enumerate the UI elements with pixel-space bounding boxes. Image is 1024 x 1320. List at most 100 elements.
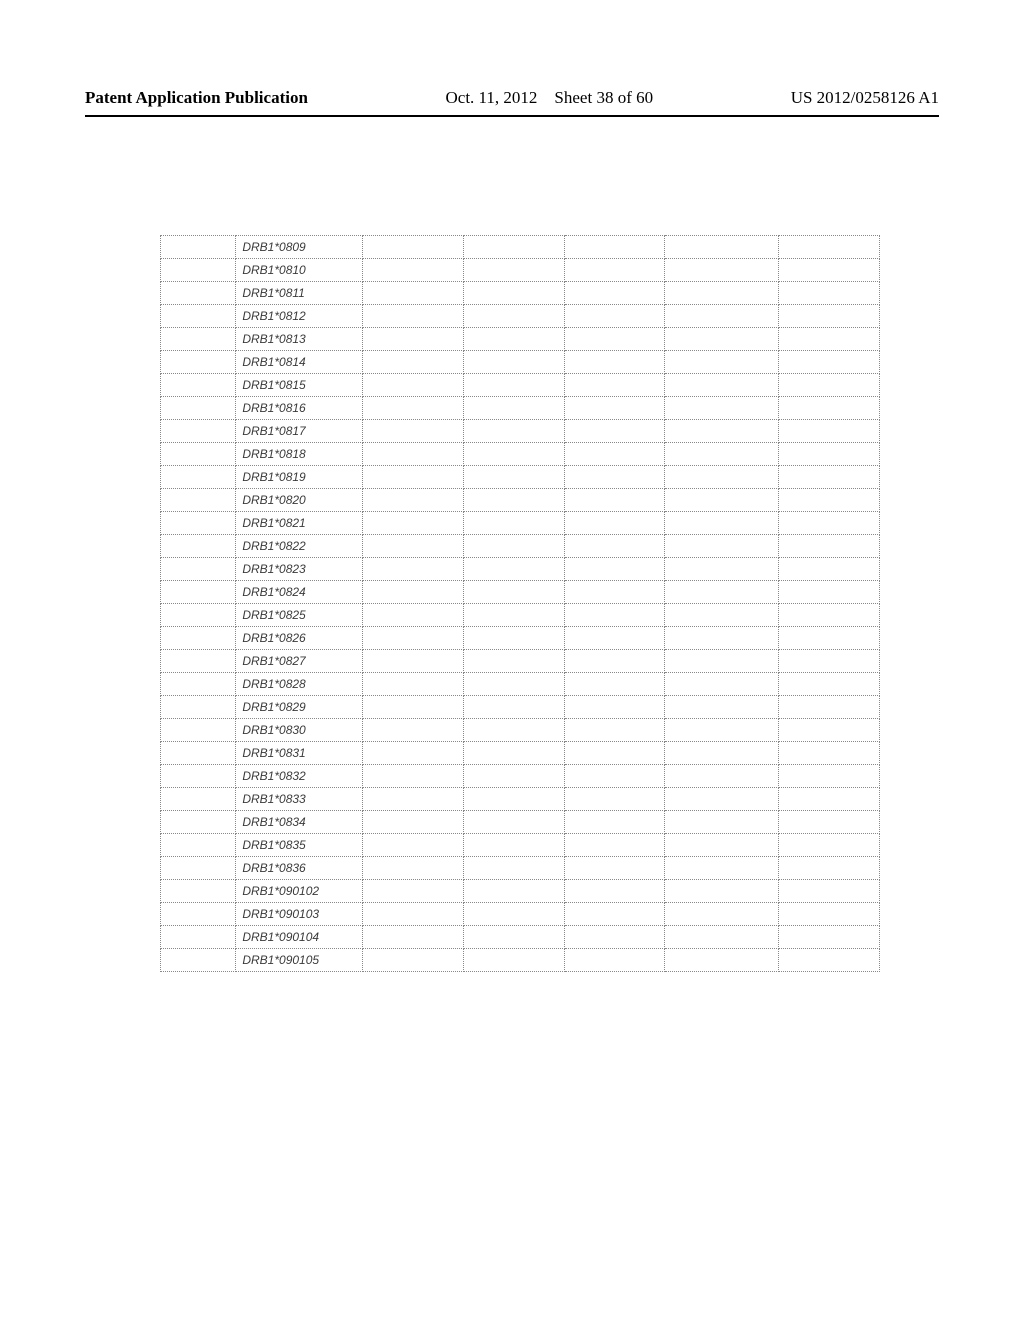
empty-cell (161, 420, 236, 443)
empty-cell (161, 811, 236, 834)
empty-cell (362, 374, 463, 397)
empty-cell (665, 305, 779, 328)
allele-cell: DRB1*0809 (236, 236, 362, 259)
allele-table: DRB1*0809DRB1*0810DRB1*0811DRB1*0812DRB1… (160, 235, 880, 972)
empty-cell (362, 811, 463, 834)
empty-cell (665, 650, 779, 673)
table-row: DRB1*0823 (161, 558, 880, 581)
empty-cell (779, 282, 880, 305)
table-row: DRB1*0824 (161, 581, 880, 604)
empty-cell (564, 466, 665, 489)
empty-cell (665, 834, 779, 857)
allele-cell: DRB1*0829 (236, 696, 362, 719)
table-row: DRB1*0831 (161, 742, 880, 765)
empty-cell (779, 236, 880, 259)
empty-cell (362, 696, 463, 719)
empty-cell (564, 696, 665, 719)
empty-cell (564, 604, 665, 627)
table-row: DRB1*0815 (161, 374, 880, 397)
empty-cell (161, 857, 236, 880)
table-row: DRB1*0825 (161, 604, 880, 627)
empty-cell (564, 788, 665, 811)
empty-cell (362, 719, 463, 742)
empty-cell (665, 765, 779, 788)
empty-cell (665, 673, 779, 696)
empty-cell (564, 305, 665, 328)
empty-cell (362, 466, 463, 489)
empty-cell (362, 627, 463, 650)
allele-table-wrap: DRB1*0809DRB1*0810DRB1*0811DRB1*0812DRB1… (160, 235, 880, 972)
table-row: DRB1*0830 (161, 719, 880, 742)
empty-cell (463, 420, 564, 443)
empty-cell (779, 374, 880, 397)
table-row: DRB1*0828 (161, 673, 880, 696)
empty-cell (779, 305, 880, 328)
empty-cell (161, 673, 236, 696)
empty-cell (161, 351, 236, 374)
empty-cell (564, 328, 665, 351)
empty-cell (463, 351, 564, 374)
empty-cell (564, 259, 665, 282)
empty-cell (564, 489, 665, 512)
allele-cell: DRB1*0831 (236, 742, 362, 765)
empty-cell (779, 328, 880, 351)
allele-cell: DRB1*0830 (236, 719, 362, 742)
table-row: DRB1*0818 (161, 443, 880, 466)
empty-cell (665, 535, 779, 558)
empty-cell (665, 328, 779, 351)
table-row: DRB1*0826 (161, 627, 880, 650)
empty-cell (463, 236, 564, 259)
empty-cell (665, 512, 779, 535)
empty-cell (564, 719, 665, 742)
empty-cell (362, 880, 463, 903)
allele-cell: DRB1*0815 (236, 374, 362, 397)
empty-cell (665, 857, 779, 880)
header-sheet: Sheet 38 of 60 (554, 88, 653, 107)
empty-cell (779, 489, 880, 512)
empty-cell (463, 512, 564, 535)
empty-cell (779, 788, 880, 811)
empty-cell (564, 351, 665, 374)
empty-cell (362, 489, 463, 512)
empty-cell (564, 903, 665, 926)
empty-cell (362, 351, 463, 374)
empty-cell (564, 650, 665, 673)
allele-cell: DRB1*0817 (236, 420, 362, 443)
allele-cell: DRB1*0813 (236, 328, 362, 351)
empty-cell (463, 650, 564, 673)
empty-cell (161, 765, 236, 788)
empty-cell (564, 949, 665, 972)
allele-cell: DRB1*0824 (236, 581, 362, 604)
empty-cell (463, 581, 564, 604)
empty-cell (665, 259, 779, 282)
table-row: DRB1*0809 (161, 236, 880, 259)
empty-cell (463, 443, 564, 466)
empty-cell (779, 443, 880, 466)
empty-cell (779, 351, 880, 374)
empty-cell (564, 397, 665, 420)
empty-cell (362, 282, 463, 305)
empty-cell (463, 374, 564, 397)
empty-cell (665, 811, 779, 834)
empty-cell (161, 880, 236, 903)
empty-cell (362, 581, 463, 604)
table-row: DRB1*0816 (161, 397, 880, 420)
empty-cell (779, 719, 880, 742)
empty-cell (665, 742, 779, 765)
empty-cell (362, 788, 463, 811)
empty-cell (463, 742, 564, 765)
empty-cell (161, 397, 236, 420)
empty-cell (779, 765, 880, 788)
empty-cell (463, 282, 564, 305)
empty-cell (463, 604, 564, 627)
empty-cell (362, 765, 463, 788)
empty-cell (362, 420, 463, 443)
empty-cell (463, 535, 564, 558)
table-row: DRB1*0812 (161, 305, 880, 328)
empty-cell (161, 443, 236, 466)
empty-cell (161, 535, 236, 558)
empty-cell (564, 673, 665, 696)
empty-cell (665, 466, 779, 489)
empty-cell (779, 512, 880, 535)
allele-cell: DRB1*0814 (236, 351, 362, 374)
